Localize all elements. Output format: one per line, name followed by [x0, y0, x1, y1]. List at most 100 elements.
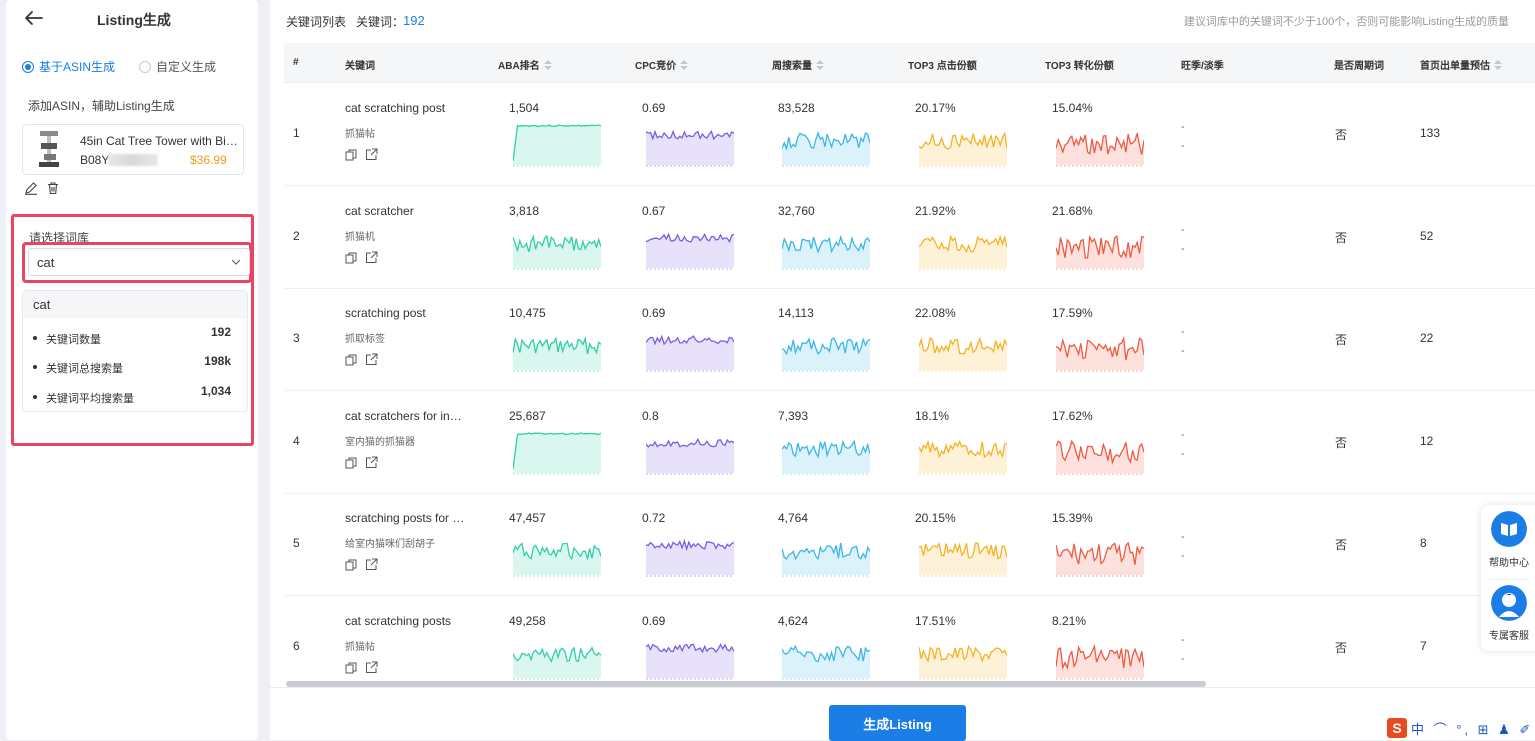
product-card[interactable]: 45in Cat Tree Tower with Bi… B08Y $36.99	[22, 124, 244, 175]
click-sparkline-line	[919, 233, 1007, 253]
col-index: #	[293, 57, 299, 68]
conv-sparkline-area	[1056, 338, 1144, 370]
row-index: 3	[293, 331, 300, 345]
external-link-icon[interactable]	[365, 251, 378, 264]
click-value: 21.92%	[915, 203, 956, 218]
season-low: -	[1181, 242, 1185, 255]
conv-sparkline-area	[1056, 235, 1144, 268]
copy-icon[interactable]	[345, 559, 357, 571]
click-value: 20.17%	[915, 101, 956, 115]
library-select[interactable]: cat	[28, 248, 250, 276]
click-sparkline-line	[919, 336, 1007, 355]
season-values: --	[1181, 631, 1185, 669]
keyword-text: cat scratcher	[345, 203, 414, 218]
sort-icon[interactable]	[680, 59, 689, 70]
aba-sparkline-area	[513, 432, 601, 473]
radio-custom-mode[interactable]: 自定义生成	[139, 58, 216, 75]
cpc-trend-sparkline	[646, 129, 734, 167]
copy-icon[interactable]	[345, 457, 357, 469]
select-highlight-box	[22, 242, 252, 283]
conv-value: 15.04%	[1052, 101, 1093, 115]
search-trend-sparkline	[782, 131, 870, 167]
horizontal-scrollbar[interactable]	[286, 681, 1206, 687]
aba-sparkline-area	[513, 543, 601, 575]
search-trend-sparkline	[782, 439, 870, 474]
external-link-icon[interactable]	[365, 456, 378, 469]
cpc-sparkline-area	[646, 233, 734, 268]
season-values: --	[1181, 323, 1185, 361]
orders-estimate: 22	[1420, 331, 1434, 345]
cpc-value: 0.69	[642, 306, 666, 320]
customer-service-icon[interactable]	[1491, 585, 1527, 621]
copy-icon[interactable]	[345, 149, 357, 161]
external-link-icon[interactable]	[365, 558, 378, 571]
customer-service-label[interactable]: 专属客服	[1489, 631, 1529, 642]
click-sparkline-area	[919, 645, 1007, 678]
season-values: --	[1181, 221, 1185, 259]
search-value: 4,764	[778, 511, 809, 525]
click-value: 20.15%	[915, 511, 956, 525]
main-panel: 关键词列表 关键词： 192 建议词库中的关键词不少于100个，否则可能影响Li…	[270, 0, 1535, 741]
row-index: 5	[293, 536, 300, 550]
edit-icon[interactable]	[24, 181, 38, 195]
cpc-sparkline-line	[646, 334, 734, 346]
conv-value: 8.21%	[1052, 613, 1087, 628]
bullet-icon	[33, 365, 37, 369]
keyword-text: cat scratchers for ind…	[345, 408, 467, 423]
keyword-translation: 抓猫帖	[345, 129, 375, 140]
col-aba-rank[interactable]: ABA排名	[498, 57, 552, 72]
conv-value: 17.59%	[1052, 306, 1093, 320]
copy-icon[interactable]	[345, 354, 357, 366]
col-cpc[interactable]: CPC竞价	[635, 57, 689, 72]
external-link-icon[interactable]	[365, 148, 378, 161]
search-sparkline-line	[782, 337, 870, 356]
orders-estimate: 12	[1420, 433, 1434, 448]
radio-custom-label: 自定义生成	[156, 60, 217, 74]
generate-listing-button[interactable]: 生成Listing	[829, 705, 966, 741]
cat-tree-product-image	[39, 131, 59, 167]
library-stat-value: 192	[210, 325, 231, 339]
col-cyclic: 是否周期词	[1334, 61, 1384, 72]
table-header: # 关键词 ABA排名 CPC竞价 周搜索量 TOP3 点击份额 TOP3 转化…	[284, 43, 1535, 83]
season-low: -	[1181, 345, 1185, 357]
float-divider	[1489, 579, 1529, 580]
row-index: 2	[293, 228, 300, 243]
help-center-icon[interactable]	[1491, 511, 1527, 547]
quality-hint: 建议词库中的关键词不少于100个，否则可能影响Listing生成的质量	[1183, 16, 1509, 28]
sort-icon[interactable]	[816, 59, 824, 70]
orders-estimate: 8	[1420, 536, 1427, 550]
keyword-text: cat scratching post	[345, 101, 446, 115]
ime-logo: S	[1387, 718, 1407, 738]
search-value: 32,760	[778, 203, 815, 218]
library-stat-label: 关键词总搜索量	[46, 363, 123, 375]
aba-sparkline-line	[513, 124, 601, 162]
help-center-label[interactable]: 帮助中心	[1489, 558, 1529, 569]
season-values: --	[1181, 528, 1185, 566]
col-orders[interactable]: 首页出单量预估	[1420, 57, 1502, 72]
radio-asin-label: 基于ASIN生成	[39, 60, 116, 74]
search-sparkline-area	[782, 543, 870, 575]
copy-icon[interactable]	[345, 662, 357, 674]
trash-icon[interactable]	[46, 181, 60, 195]
radio-asin-mode[interactable]: 基于ASIN生成	[22, 58, 115, 75]
conv-sparkline-line	[1056, 643, 1144, 670]
external-link-icon[interactable]	[365, 353, 378, 366]
click-trend-sparkline	[919, 438, 1007, 474]
aba-sparkline-line	[513, 233, 601, 252]
sort-icon[interactable]	[543, 59, 552, 70]
copy-icon[interactable]	[345, 252, 357, 264]
cpc-value: 0.69	[642, 613, 666, 628]
click-trend-sparkline	[919, 233, 1007, 269]
product-price: $36.99	[190, 153, 227, 167]
cyclic-value: 否	[1335, 128, 1348, 142]
sort-icon[interactable]	[1494, 59, 1502, 70]
back-arrow-icon[interactable]	[24, 9, 44, 27]
col-weekly-search[interactable]: 周搜索量	[772, 57, 824, 72]
keyword-translation: 室内猫的抓猫器	[345, 436, 415, 448]
orders-estimate: 133	[1420, 126, 1441, 140]
keyword-count: 192	[403, 13, 425, 28]
season-low: -	[1181, 447, 1185, 460]
table-title: 关键词列表	[286, 15, 347, 29]
ime-toolbar[interactable]: S 中 ⌒ °, ⊞ ♟ ✐	[1387, 716, 1535, 740]
external-link-icon[interactable]	[365, 661, 378, 674]
